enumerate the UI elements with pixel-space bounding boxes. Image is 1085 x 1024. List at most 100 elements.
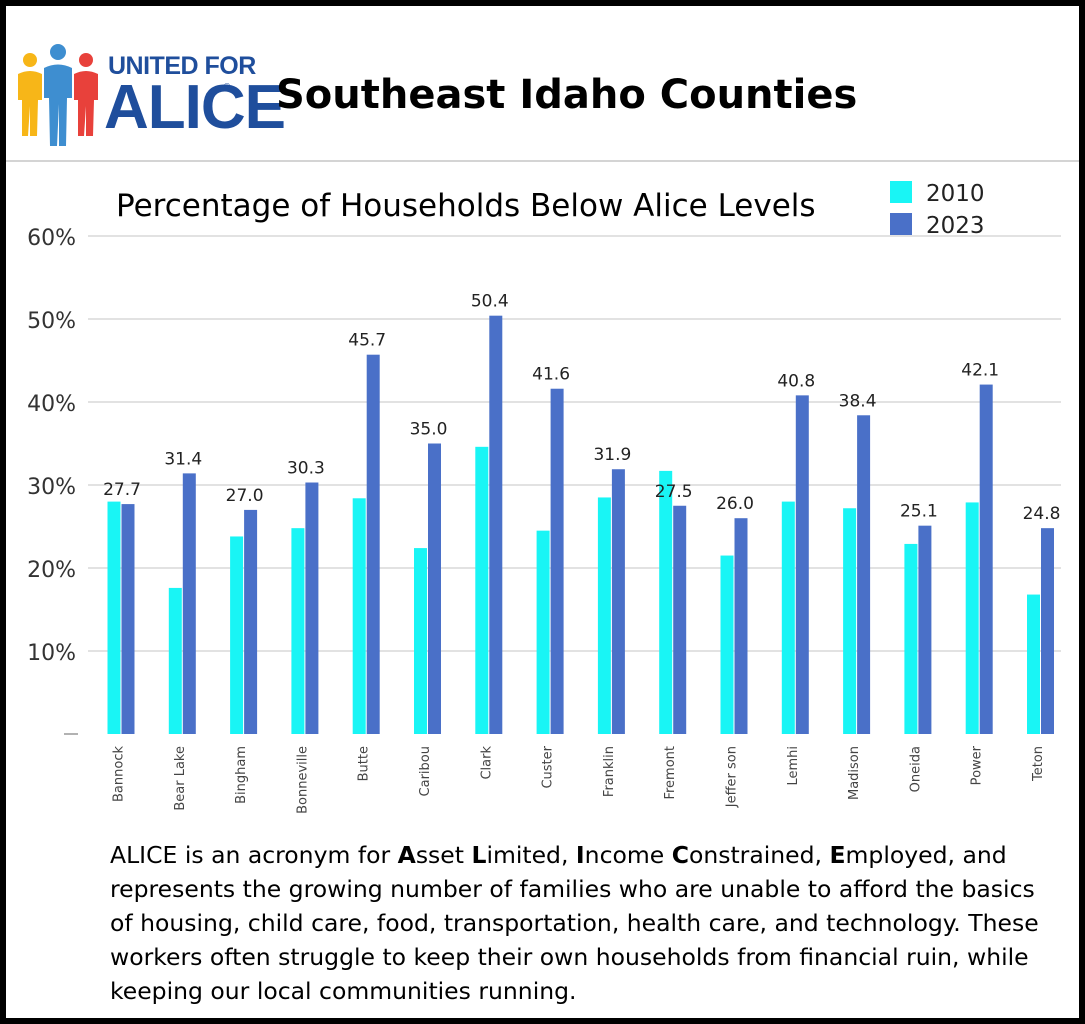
y-axis-tick-labels: 10% 20% 30% 40% 50% 60% <box>27 226 76 666</box>
acronym-letter-c: C <box>671 841 689 869</box>
united-for-alice-logo: UNITED FOR ALICE ® <box>16 40 286 152</box>
x-axis-tick-labels: Bannock Bear Lake Bingham Bonneville Butte Ca… <box>112 745 1047 814</box>
footnote-intro: ALICE is an acronym for <box>110 841 398 869</box>
bar-2010-teton <box>1027 594 1040 734</box>
legend-swatch-2023 <box>890 213 912 235</box>
bar-2023-butte <box>366 354 380 734</box>
footnote-limited: imited, <box>486 841 576 869</box>
data-label-clark: 50.4 <box>471 292 509 312</box>
y-tick-label-40: 40% <box>27 392 76 417</box>
x-tick-label-bannock: Bannock <box>112 746 127 802</box>
legend-label-2023: 2023 <box>926 213 985 239</box>
data-label-caribou: 35.0 <box>410 420 448 440</box>
x-tick-label-bingham: Bingham <box>234 746 249 804</box>
x-tick-label-madison: Madison <box>847 746 862 800</box>
legend-label-2010: 2010 <box>926 181 985 207</box>
bar-2023-oneida <box>918 525 932 734</box>
alice-definition-paragraph: ALICE is an acronym for Asset Limited, I… <box>110 838 1050 1008</box>
bar-2023-bear-lake <box>182 473 196 734</box>
y-tick-label-60: 60% <box>27 226 76 251</box>
bar-2010-custer <box>536 530 550 734</box>
y-tick-label-30: 30% <box>27 475 76 500</box>
bar-2023-custer <box>550 388 564 734</box>
footnote-employed: mployed, <box>845 841 955 869</box>
logo-text-alice: ALICE <box>104 73 286 142</box>
x-tick-label-custer: Custer <box>541 745 556 788</box>
data-label-teton: 24.8 <box>1023 504 1061 524</box>
y-tick-label-10: 10% <box>27 641 76 666</box>
footnote-body: and represents the growing number of fam… <box>110 841 1039 1005</box>
infographic-frame: UNITED FOR ALICE ® Southeast Idaho Count… <box>6 6 1079 1018</box>
chart-data-labels: 27.7 31.4 27.0 30.3 45.7 35.0 50.4 41.6 31.9 27.5… <box>103 292 1060 524</box>
bar-2010-bonneville <box>291 528 305 734</box>
x-tick-label-power: Power <box>970 745 985 785</box>
data-label-butte: 45.7 <box>348 331 386 351</box>
bar-2023-madison <box>857 415 871 734</box>
bar-chart: 10% 20% 30% 40% 50% 60% 27.7 31.4 27.0 30.3 45.7 3… <box>27 181 1061 814</box>
data-label-madison: 38.4 <box>839 391 877 411</box>
x-tick-label-teton: Teton <box>1031 746 1046 782</box>
bar-2023-fremont <box>673 505 687 734</box>
data-label-fremont: 27.5 <box>655 482 693 502</box>
x-tick-label-bear-lake: Bear Lake <box>173 746 188 811</box>
x-tick-label-bonneville: Bonneville <box>295 746 310 814</box>
bar-2010-clark <box>475 446 489 734</box>
bar-2023-teton <box>1041 528 1054 734</box>
y-tick-label-50: 50% <box>27 309 76 334</box>
bar-2010-butte <box>352 498 366 734</box>
legend-swatch-2010 <box>890 181 912 203</box>
x-tick-label-fremont: Fremont <box>663 746 678 800</box>
data-label-bear-lake: 31.4 <box>164 449 202 469</box>
y-tick-label-20: 20% <box>27 558 76 583</box>
page-title: Southeast Idaho Counties <box>276 72 858 118</box>
footnote-constrained: onstrained, <box>688 841 830 869</box>
bar-2010-oneida <box>904 543 918 734</box>
x-tick-label-butte: Butte <box>357 746 372 781</box>
data-label-bingham: 27.0 <box>226 486 264 506</box>
chart-legend: 2010 2023 <box>890 181 985 239</box>
bar-2010-madison <box>843 508 857 734</box>
bar-2023-power <box>979 384 993 734</box>
bar-2023-bonneville <box>305 482 319 734</box>
bar-2023-jefferson <box>734 518 748 734</box>
footnote-income: ncome <box>584 841 672 869</box>
bar-2010-bannock <box>107 501 121 734</box>
bar-2010-franklin <box>597 497 611 734</box>
acronym-letter-a: A <box>397 841 416 869</box>
family-figures-logo-icon <box>18 44 98 146</box>
bar-2023-clark <box>489 315 503 734</box>
data-label-jefferson: 26.0 <box>716 494 754 514</box>
header-divider <box>6 160 1079 162</box>
bar-2010-caribou <box>414 548 427 734</box>
chart-bars <box>107 315 1054 734</box>
bar-2010-bear-lake <box>168 587 182 734</box>
bar-2023-bingham <box>244 509 258 734</box>
data-label-lemhi: 40.8 <box>777 371 815 391</box>
bar-2010-lemhi <box>781 501 795 734</box>
bar-2023-caribou <box>428 443 441 734</box>
bar-2010-fremont <box>659 470 673 734</box>
bar-2023-bannock <box>121 504 135 734</box>
chart-title: Percentage of Households Below Alice Lev… <box>116 188 816 224</box>
data-label-bannock: 27.7 <box>103 480 141 500</box>
logo-registered-mark: ® <box>223 82 231 91</box>
data-label-bonneville: 30.3 <box>287 459 325 479</box>
data-label-custer: 41.6 <box>532 365 570 385</box>
x-tick-label-franklin: Franklin <box>602 746 617 797</box>
logo-text-united-for: UNITED FOR <box>108 52 256 80</box>
acronym-letter-l: L <box>471 841 487 869</box>
bar-2010-jefferson <box>720 555 734 734</box>
data-label-franklin: 31.9 <box>593 445 631 465</box>
bar-2010-power <box>965 502 979 734</box>
bar-2010-bingham <box>230 536 244 734</box>
x-tick-label-oneida: Oneida <box>908 746 923 792</box>
x-tick-label-caribou: Caribou <box>418 746 433 796</box>
acronym-letter-i: I <box>575 841 585 869</box>
bar-2023-franklin <box>611 469 625 734</box>
data-label-oneida: 25.1 <box>900 502 938 522</box>
x-tick-label-jefferson: Jeffer son <box>725 746 740 808</box>
x-tick-label-clark: Clark <box>479 746 494 780</box>
data-label-power: 42.1 <box>961 361 999 381</box>
footnote-asset: sset <box>415 841 472 869</box>
bar-2023-lemhi <box>795 395 809 734</box>
